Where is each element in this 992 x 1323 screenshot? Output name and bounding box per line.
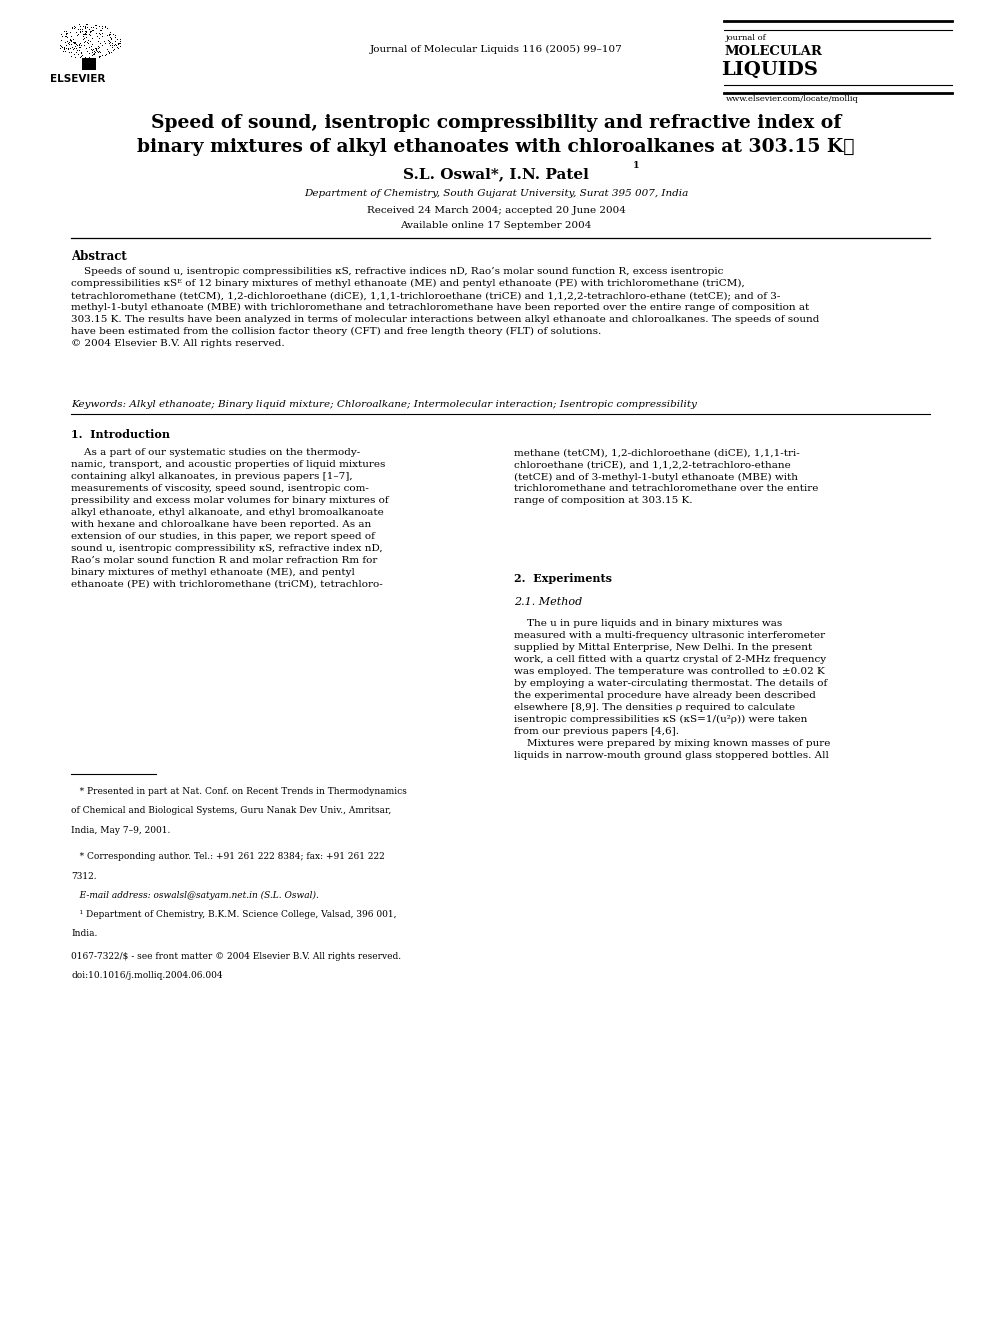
Text: doi:10.1016/j.molliq.2004.06.004: doi:10.1016/j.molliq.2004.06.004 <box>71 971 223 980</box>
Text: Abstract: Abstract <box>71 250 127 263</box>
Text: S.L. Oswal*, I.N. Patel: S.L. Oswal*, I.N. Patel <box>403 167 589 181</box>
Text: Keywords: Alkyl ethanoate; Binary liquid mixture; Chloroalkane; Intermolecular i: Keywords: Alkyl ethanoate; Binary liquid… <box>71 400 697 409</box>
Text: LIQUIDS: LIQUIDS <box>721 61 818 79</box>
Text: 1: 1 <box>633 161 640 171</box>
Text: The u in pure liquids and in binary mixtures was
measured with a multi-frequency: The u in pure liquids and in binary mixt… <box>514 619 830 759</box>
Text: methane (tetCM), 1,2-dichloroethane (diCE), 1,1,1-tri-
chloroethane (triCE), and: methane (tetCM), 1,2-dichloroethane (diC… <box>514 448 818 505</box>
Text: of Chemical and Biological Systems, Guru Nanak Dev Univ., Amritsar,: of Chemical and Biological Systems, Guru… <box>71 807 392 815</box>
Text: journal of: journal of <box>726 34 767 42</box>
Text: 2.1. Method: 2.1. Method <box>514 597 582 607</box>
Text: India.: India. <box>71 929 98 938</box>
Text: Received 24 March 2004; accepted 20 June 2004: Received 24 March 2004; accepted 20 June… <box>367 206 625 216</box>
Text: Journal of Molecular Liquids 116 (2005) 99–107: Journal of Molecular Liquids 116 (2005) … <box>370 45 622 54</box>
Text: ELSEVIER: ELSEVIER <box>50 74 105 85</box>
Text: * Presented in part at Nat. Conf. on Recent Trends in Thermodynamics: * Presented in part at Nat. Conf. on Rec… <box>71 787 408 796</box>
Text: * Corresponding author. Tel.: +91 261 222 8384; fax: +91 261 222: * Corresponding author. Tel.: +91 261 22… <box>71 852 385 861</box>
Text: 2.  Experiments: 2. Experiments <box>514 573 612 583</box>
Text: binary mixtures of alkyl ethanoates with chloroalkanes at 303.15 K☆: binary mixtures of alkyl ethanoates with… <box>137 138 855 156</box>
Text: www.elsevier.com/locate/molliq: www.elsevier.com/locate/molliq <box>726 95 859 103</box>
Text: 7312.: 7312. <box>71 872 97 881</box>
Text: Available online 17 September 2004: Available online 17 September 2004 <box>401 221 591 230</box>
Text: MOLECULAR: MOLECULAR <box>724 45 822 58</box>
Text: 0167-7322/$ - see front matter © 2004 Elsevier B.V. All rights reserved.: 0167-7322/$ - see front matter © 2004 El… <box>71 953 402 962</box>
Text: Speeds of sound u, isentropic compressibilities κS, refractive indices nD, Rao’s: Speeds of sound u, isentropic compressib… <box>71 267 819 348</box>
Text: Speed of sound, isentropic compressibility and refractive index of: Speed of sound, isentropic compressibili… <box>151 114 841 132</box>
Text: India, May 7–9, 2001.: India, May 7–9, 2001. <box>71 826 171 835</box>
Text: 1.  Introduction: 1. Introduction <box>71 429 171 439</box>
Text: ¹ Department of Chemistry, B.K.M. Science College, Valsad, 396 001,: ¹ Department of Chemistry, B.K.M. Scienc… <box>71 910 397 919</box>
Text: As a part of our systematic studies on the thermody-
namic, transport, and acous: As a part of our systematic studies on t… <box>71 448 389 589</box>
Text: Department of Chemistry, South Gujarat University, Surat 395 007, India: Department of Chemistry, South Gujarat U… <box>304 189 688 198</box>
Text: E-mail address: oswalsl@satyam.net.in (S.L. Oswal).: E-mail address: oswalsl@satyam.net.in (S… <box>71 890 319 900</box>
